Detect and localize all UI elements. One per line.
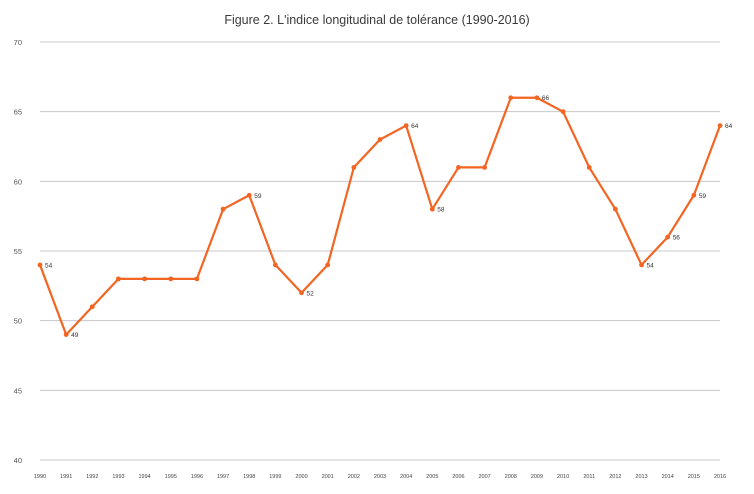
data-point: [272, 262, 278, 268]
x-tick-label: 1993: [112, 474, 124, 480]
x-tick-label: 2015: [688, 474, 700, 480]
data-label: 66: [542, 95, 550, 102]
data-point: [534, 95, 540, 101]
data-point: [665, 234, 671, 240]
data-point: [325, 262, 331, 268]
data-point: [116, 276, 121, 282]
x-tick-label: 2016: [714, 474, 726, 480]
y-tick-label: 70: [14, 38, 22, 47]
x-tick-label: 1994: [138, 474, 150, 480]
x-tick-label: 2008: [505, 474, 517, 480]
chart-title: Figure 2. L'indice longitudinal de tolér…: [224, 13, 530, 27]
y-tick-label: 50: [14, 317, 22, 326]
x-tick-label: 2009: [531, 474, 543, 480]
data-point: [691, 192, 697, 198]
data-point: [220, 206, 226, 212]
y-tick-label: 55: [14, 247, 22, 256]
data-point: [482, 165, 488, 170]
x-tick-label: 1995: [165, 474, 177, 480]
x-tick-label: 2000: [295, 474, 307, 480]
data-point: [586, 165, 592, 170]
data-point: [508, 95, 514, 101]
data-label: 49: [71, 332, 79, 339]
data-point: [612, 206, 618, 212]
data-label: 54: [647, 262, 655, 269]
y-tick-label: 65: [14, 108, 22, 117]
data-label: 58: [437, 207, 445, 214]
data-point: [377, 137, 383, 142]
data-point: [560, 109, 566, 115]
x-axis-ticks: 1990 1991 1992 1993 1994 1995 1996 1997 1998 1999…: [34, 474, 726, 480]
data-point: [429, 206, 435, 212]
data-point: [142, 276, 148, 282]
data-point: [89, 304, 95, 310]
x-tick-label: 2002: [348, 474, 360, 480]
x-tick-label: 1992: [86, 474, 98, 480]
data-label: 64: [411, 123, 419, 130]
data-point: [194, 276, 200, 282]
x-tick-label: 2007: [478, 474, 490, 480]
x-tick-label: 1997: [217, 474, 229, 480]
data-point: [299, 290, 304, 296]
x-tick-label: 1999: [269, 474, 281, 480]
data-point: [351, 165, 357, 170]
x-tick-label: 2011: [583, 474, 595, 480]
data-label: 64: [725, 123, 733, 130]
data-point: [456, 165, 461, 170]
data-point: [403, 123, 409, 128]
y-tick-label: 60: [14, 177, 22, 186]
x-tick-label: 1991: [60, 474, 72, 480]
x-tick-label: 2001: [322, 474, 334, 480]
gridlines: [40, 41, 720, 461]
data-point: [63, 332, 69, 337]
x-tick-label: 2004: [400, 474, 412, 480]
data-point: [246, 192, 252, 198]
series-line: [38, 96, 722, 336]
data-point: [717, 123, 723, 128]
x-tick-label: 2014: [662, 474, 674, 480]
x-tick-label: 2005: [426, 474, 438, 480]
x-tick-label: 2010: [557, 474, 569, 480]
y-tick-label: 45: [14, 386, 22, 395]
data-label: 52: [307, 290, 315, 297]
data-labels: 54 49 59 52 64 58 66 54 56 59 64: [45, 95, 733, 339]
x-tick-label: 1990: [34, 474, 46, 480]
data-point: [639, 262, 644, 268]
series-group: [37, 95, 723, 337]
x-tick-label: 2013: [635, 474, 647, 480]
data-label: 56: [673, 235, 681, 242]
y-tick-label: 40: [14, 456, 22, 465]
x-tick-label: 2003: [374, 474, 386, 480]
x-tick-label: 1998: [243, 474, 255, 480]
x-tick-label: 2006: [452, 474, 464, 480]
data-label: 59: [699, 193, 707, 200]
x-tick-label: 1996: [191, 474, 203, 480]
data-label: 59: [254, 193, 262, 200]
data-point: [37, 262, 43, 268]
data-point: [168, 276, 174, 282]
x-tick-label: 2012: [609, 474, 621, 480]
y-axis-ticks: 40 45 50 55 60 65 70: [14, 38, 22, 465]
data-label: 54: [45, 262, 53, 269]
